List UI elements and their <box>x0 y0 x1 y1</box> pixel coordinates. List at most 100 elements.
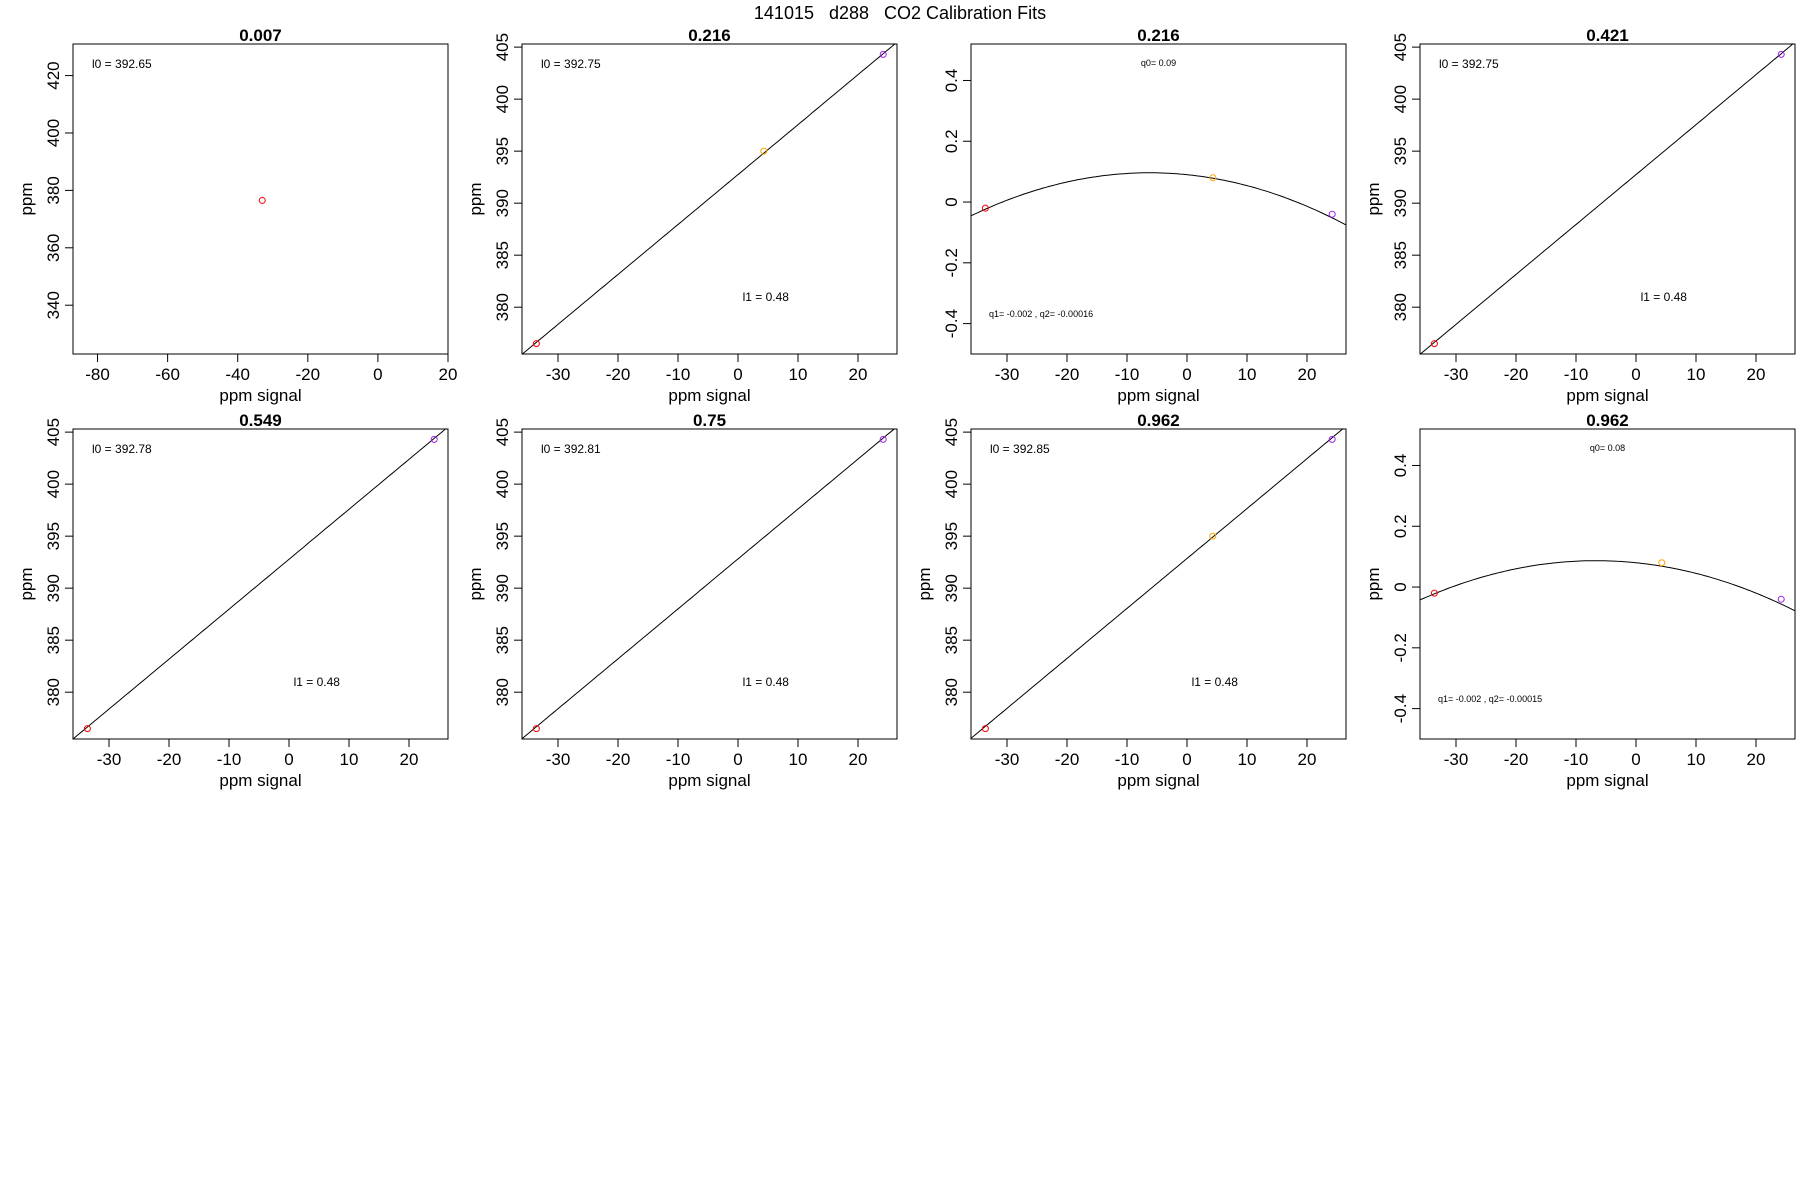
x-axis-label: ppm signal <box>219 386 301 405</box>
data-point <box>1777 50 1785 58</box>
y-tick-label: 385 <box>493 241 512 269</box>
fit-annotation: l0 = 392.65 <box>92 57 152 71</box>
x-tick-label: 0 <box>733 365 742 384</box>
chart-panel: 0.962 -30 -20 -10 0 10 20 -0.4 -0.2 0 0.2 0.4 ppm si… <box>1364 411 1796 790</box>
x-tick-label: 20 <box>1298 750 1317 769</box>
data-point <box>1658 559 1666 567</box>
y-tick-label: 380 <box>942 678 961 706</box>
y-tick-label: 360 <box>44 234 63 262</box>
y-tick-label: 0.4 <box>942 69 961 93</box>
fit-annotation: q1= -0.002 , q2= -0.00016 <box>989 309 1093 319</box>
y-axis-label: ppm <box>1364 182 1383 215</box>
x-tick-label: -20 <box>1055 750 1080 769</box>
y-tick-label: 405 <box>44 418 63 446</box>
chart-panel: 0.007 -80 -60 -40 -20 0 20 340 360 380 400 420 ppm s… <box>17 26 457 405</box>
x-axis-label: ppm signal <box>1117 771 1199 790</box>
fit-line <box>1420 44 1794 354</box>
y-tick-label: 405 <box>493 418 512 446</box>
x-axis-label: ppm signal <box>668 771 750 790</box>
chart-panel: 0.216 -30 -20 -10 0 10 20 -0.4 -0.2 0 0.2 0.4 ppm si… <box>942 26 1347 405</box>
x-tick-label: 10 <box>1687 365 1706 384</box>
x-axis-label: ppm signal <box>1566 771 1648 790</box>
x-tick-label: -60 <box>155 365 180 384</box>
y-tick-label: 395 <box>493 137 512 165</box>
x-tick-label: -10 <box>217 750 242 769</box>
x-tick-label: -30 <box>995 750 1020 769</box>
x-tick-label: 10 <box>1238 365 1257 384</box>
x-tick-label: 10 <box>1238 750 1257 769</box>
data-point <box>879 435 887 443</box>
y-tick-label: 0.2 <box>942 129 961 153</box>
y-tick-label: -0.4 <box>1391 694 1410 723</box>
x-tick-label: -30 <box>1444 750 1469 769</box>
data-point <box>981 204 989 212</box>
x-tick-label: -30 <box>995 365 1020 384</box>
chart-title: 0.007 <box>239 26 282 45</box>
fit-annotation: q0= 0.08 <box>1590 443 1625 453</box>
y-axis-label: ppm <box>17 182 36 215</box>
fit-annotation: l0 = 392.78 <box>92 442 152 456</box>
y-tick-label: -0.2 <box>1391 633 1410 662</box>
fit-annotation: q1= -0.002 , q2= -0.00015 <box>1438 694 1542 704</box>
y-tick-label: 380 <box>493 678 512 706</box>
x-tick-label: 10 <box>340 750 359 769</box>
y-tick-label: 0 <box>942 197 961 206</box>
data-point <box>1430 340 1438 348</box>
y-tick-label: 395 <box>1391 137 1410 165</box>
figure-title: 141015 d288 CO2 Calibration Fits <box>753 3 1047 23</box>
y-axis-label: ppm <box>17 567 36 600</box>
y-tick-label: 385 <box>493 626 512 654</box>
y-tick-label: 390 <box>44 574 63 602</box>
x-tick-label: 10 <box>789 750 808 769</box>
y-tick-label: 380 <box>44 176 63 204</box>
chart-title: 0.962 <box>1137 411 1180 430</box>
x-tick-label: 20 <box>1747 365 1766 384</box>
y-tick-label: 420 <box>44 61 63 89</box>
chart-title: 0.75 <box>693 411 726 430</box>
y-tick-label: 405 <box>942 418 961 446</box>
data-point <box>1209 532 1217 540</box>
fit-line <box>522 44 896 354</box>
plot-frame <box>72 43 449 355</box>
y-tick-label: 0.2 <box>1391 514 1410 538</box>
fit-line <box>522 429 895 739</box>
x-tick-label: -10 <box>1564 750 1589 769</box>
y-tick-label: 400 <box>1391 85 1410 113</box>
fit-annotation: l1 = 0.48 <box>1192 675 1239 689</box>
chart-panel: 0.216 -30 -20 -10 0 10 20 380 385 390 395 400 405 ppm… <box>466 26 898 405</box>
fit-annotation: l1 = 0.48 <box>294 675 341 689</box>
x-tick-label: -10 <box>1115 750 1140 769</box>
x-tick-label: -30 <box>546 750 571 769</box>
x-tick-label: -10 <box>1115 365 1140 384</box>
data-point <box>1777 595 1785 603</box>
y-tick-label: 390 <box>942 574 961 602</box>
y-tick-label: -0.4 <box>942 309 961 338</box>
data-point <box>879 50 887 58</box>
x-tick-label: -20 <box>1504 750 1529 769</box>
plot-frame <box>521 428 898 740</box>
x-tick-label: -10 <box>1564 365 1589 384</box>
y-axis-label: ppm <box>915 567 934 600</box>
fit-annotation: l1 = 0.48 <box>743 290 790 304</box>
x-tick-label: 10 <box>1687 750 1706 769</box>
y-tick-label: 395 <box>493 522 512 550</box>
x-tick-label: -20 <box>606 750 631 769</box>
data-point <box>532 340 540 348</box>
x-tick-label: -20 <box>606 365 631 384</box>
chart-title: 0.962 <box>1586 411 1629 430</box>
y-tick-label: 0 <box>1391 582 1410 591</box>
x-axis-label: ppm signal <box>1566 386 1648 405</box>
plot-frame <box>970 428 1347 740</box>
y-axis-label: ppm <box>466 567 485 600</box>
y-tick-label: 380 <box>44 678 63 706</box>
x-axis-label: ppm signal <box>219 771 301 790</box>
y-tick-label: 400 <box>44 470 63 498</box>
x-tick-label: 20 <box>1298 365 1317 384</box>
fit-line <box>971 429 1344 739</box>
fit-annotation: q0= 0.09 <box>1141 58 1176 68</box>
y-tick-label: 390 <box>1391 189 1410 217</box>
chart-panel: 0.421 -30 -20 -10 0 10 20 380 385 390 395 400 405 ppm… <box>1364 26 1796 405</box>
x-tick-label: -20 <box>1055 365 1080 384</box>
plot-frame <box>521 43 898 355</box>
x-axis-label: ppm signal <box>668 386 750 405</box>
